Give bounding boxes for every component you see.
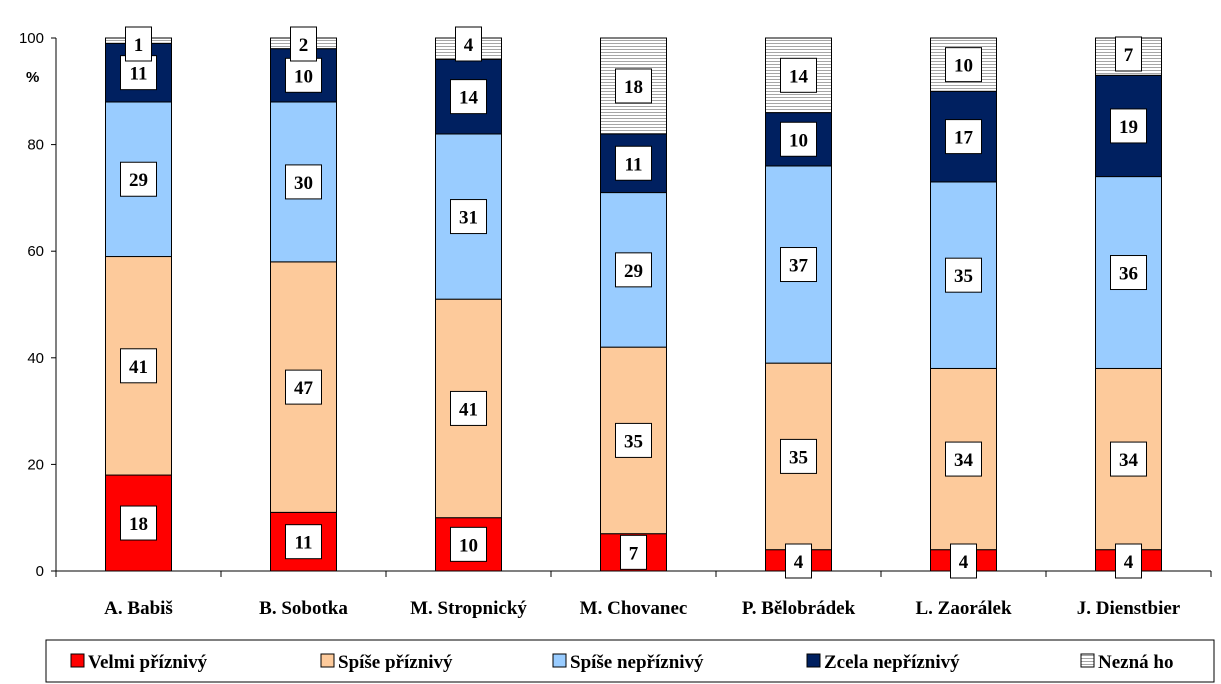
y-tick-label: 40 [27,350,44,367]
data-label-box [285,164,322,200]
data-label: 41 [459,399,478,420]
data-label-box [120,505,157,541]
data-label-box [615,252,652,288]
data-label: 34 [1119,450,1139,471]
data-label-box [120,161,157,197]
legend-swatch [70,653,85,668]
bar-segment [765,37,832,114]
legend-label: Spíše příznivý [338,652,453,673]
data-label-box [450,79,487,115]
data-label: 10 [459,535,478,556]
legend-swatch [1080,653,1095,668]
category-label: B. Sobotka [259,598,348,619]
data-label-box [125,26,152,62]
data-label: 14 [459,88,479,109]
category-label: L. Zaorálek [915,598,1011,619]
y-tick-label: 0 [36,563,44,580]
data-label-box [950,543,977,579]
data-label-box [450,199,487,235]
data-label-box [120,348,157,384]
data-label: 34 [954,450,974,471]
data-label: 18 [624,77,643,98]
data-label-box [615,145,652,181]
legend-label: Zcela nepříznivý [824,652,960,673]
category-label: J. Dienstbier [1077,598,1181,619]
data-label: 37 [789,256,809,277]
data-label: 4 [959,552,969,573]
category-label: M. Stropnický [410,598,527,619]
legend: Velmi příznivý Spíše příznivý Spíše nepříz… [45,639,1215,683]
legend-label: Spíše nepříznivý [570,652,704,673]
data-label-box [1110,255,1147,291]
data-label-box [450,526,487,562]
data-label-box [1110,108,1147,144]
data-label-box [780,438,817,474]
category-label: M. Chovanec [580,598,688,619]
y-tick-label: 80 [27,137,44,154]
data-label-box [285,524,322,560]
data-label: 29 [624,261,643,282]
data-label: 4 [1124,552,1134,573]
data-label-box [455,26,482,62]
data-label-box [780,121,817,157]
data-label: 11 [295,533,313,554]
y-tick-label: 20 [27,456,44,473]
data-label: 35 [624,431,643,452]
data-label: 14 [789,66,809,87]
data-label: 4 [794,552,804,573]
data-label-box [945,257,982,293]
data-label: 10 [954,56,973,77]
data-label-box [615,68,652,104]
data-label-box [285,57,322,93]
legend-frame [45,639,1215,683]
data-label-box [945,47,982,83]
y-axis-unit-label: % [26,69,39,86]
data-label-box [285,369,322,405]
data-label-box [1110,441,1147,477]
legend-swatch [320,653,335,668]
data-label: 17 [954,128,974,149]
category-label: P. Bělobrádek [742,598,856,619]
data-label: 35 [954,266,973,287]
data-label: 35 [789,447,808,468]
data-label: 2 [299,35,309,56]
data-label-box [945,119,982,155]
data-label-box [290,26,317,62]
data-label-box [780,57,817,93]
data-label: 18 [129,514,148,535]
data-label-box [1115,543,1142,579]
data-label: 29 [129,170,148,191]
data-label-box [1115,36,1142,72]
data-label-box [780,247,817,283]
data-label-box [615,422,652,458]
data-label: 47 [294,378,314,399]
data-label-box [785,543,812,579]
data-label: 4 [464,35,474,56]
data-label: 1 [134,35,144,56]
data-label: 10 [294,66,313,87]
data-label: 10 [789,130,808,151]
legend-label: Velmi příznivý [88,652,208,673]
data-label: 11 [625,154,643,175]
data-label-box [620,534,647,570]
data-label: 11 [130,64,148,85]
data-label: 30 [294,173,313,194]
data-label: 7 [629,543,639,564]
y-tick-label: 100 [19,30,44,47]
data-label-box [945,441,982,477]
legend-swatch [806,653,821,668]
y-tick-label: 60 [27,243,44,260]
legend-label: Nezná ho [1098,652,1173,673]
legend-swatch [552,653,567,668]
category-label: A. Babiš [104,598,173,619]
data-label: 19 [1119,117,1138,138]
data-label: 41 [129,357,148,378]
data-label: 7 [1124,45,1134,66]
data-label-box [450,390,487,426]
data-label: 31 [459,208,478,229]
data-label: 36 [1119,264,1138,285]
